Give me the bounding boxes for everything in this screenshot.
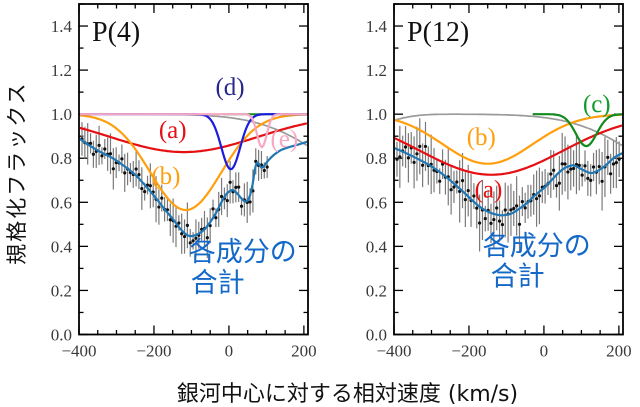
curve-blend-gray	[395, 113, 622, 147]
tick-marks	[78, 3, 308, 336]
y-tick-label: 1.4	[51, 17, 73, 36]
annotation-2: (c)	[583, 91, 611, 118]
x-tick-label: 0	[225, 342, 234, 361]
x-tick-label: −400	[376, 342, 411, 361]
panel-title: P(12)	[407, 17, 469, 48]
curve-c	[532, 113, 622, 148]
annotation-1: (b)	[151, 163, 180, 190]
y-tick-label: 0.4	[366, 237, 388, 256]
y-tick-label: 0.0	[51, 326, 72, 345]
plot-frame	[78, 3, 309, 336]
y-tick-label: 1.0	[51, 105, 72, 124]
x-tick-label: 0	[540, 342, 549, 361]
tick-marks	[393, 3, 623, 336]
annotation-5: 合計	[191, 268, 245, 299]
y-axis-label: 規格化フラックス	[5, 81, 29, 265]
x-tick-label: −200	[136, 342, 171, 361]
tick-labels: −400 −200 0 200 0.0 0.2 0.4 0.6 0.8 1.0 1.2 1.4	[51, 17, 317, 360]
plot-frame	[393, 3, 624, 336]
curve-sum	[80, 137, 307, 238]
annotation-3: 各成分の	[483, 231, 591, 262]
y-tick-label: 0.4	[51, 237, 73, 256]
curve-e	[80, 113, 307, 149]
annotation-1: (a)	[475, 177, 503, 204]
y-tick-label: 1.0	[366, 105, 387, 124]
panel-p12: −400 −200 0 200 0.0 0.2 0.4 0.6 0.8 1.0 1.2 1.4 (b) (…	[366, 3, 632, 361]
curve-b	[395, 113, 622, 165]
y-tick-label: 1.4	[366, 17, 388, 36]
annotation-3: (e)	[271, 126, 299, 153]
y-tick-label: 0.2	[51, 281, 72, 300]
annotation-0: (b)	[467, 124, 496, 151]
y-tick-label: 0.8	[366, 149, 387, 168]
panel-title: P(4)	[92, 17, 140, 48]
curve-a	[395, 124, 622, 176]
x-tick-label: −400	[61, 342, 96, 361]
tick-labels: −400 −200 0 200 0.0 0.2 0.4 0.6 0.8 1.0 1.2 1.4	[366, 17, 632, 360]
annotation-0: (a)	[159, 117, 187, 144]
x-tick-label: 200	[291, 342, 317, 361]
y-tick-label: 0.2	[366, 281, 387, 300]
x-tick-label: −200	[451, 342, 486, 361]
curve-a	[80, 122, 307, 154]
panel-p4: −400 −200 0 200 0.0 0.2 0.4 0.6 0.8 1.0 1.2 1.4 (a) (…	[51, 3, 317, 361]
annotation-4: 各成分の	[189, 237, 297, 268]
y-tick-label: 0.6	[366, 193, 387, 212]
annotation-4: 合計	[491, 262, 545, 293]
annotation-2: (d)	[215, 74, 244, 101]
y-tick-label: 0.8	[51, 149, 72, 168]
curve-sum	[395, 147, 622, 217]
y-tick-label: 1.2	[366, 61, 387, 80]
y-tick-label: 0.0	[366, 326, 387, 345]
y-tick-label: 0.6	[51, 193, 72, 212]
x-axis-label: 銀河中心に対する相対速度 (km/s)	[176, 382, 519, 407]
curve-b	[80, 113, 307, 212]
y-tick-label: 1.2	[51, 61, 72, 80]
x-tick-label: 200	[606, 342, 632, 361]
